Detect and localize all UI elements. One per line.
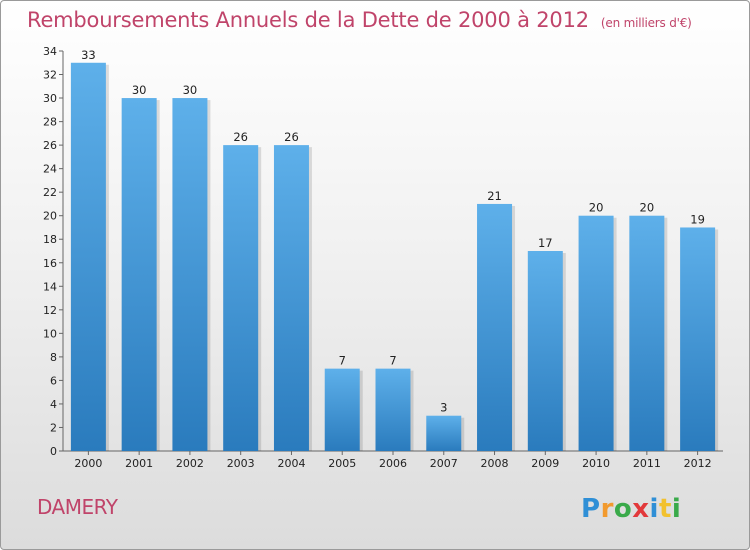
data-label-2000: 33 (81, 48, 96, 62)
y-tick-label: 4 (50, 398, 57, 411)
y-tick-label: 0 (50, 445, 57, 458)
y-tick-label: 18 (43, 233, 57, 246)
x-tick-label-2003: 2003 (227, 457, 255, 470)
chart-unit: (en milliers d'€) (600, 16, 692, 30)
x-tick-label-2004: 2004 (277, 457, 305, 470)
x-tick-label-2010: 2010 (582, 457, 610, 470)
data-label-2008: 21 (487, 189, 502, 203)
commune-name: DAMERY (37, 495, 118, 519)
y-tick-label: 30 (43, 92, 57, 105)
y-tick-label: 16 (43, 257, 57, 270)
y-tick-label: 32 (43, 69, 57, 82)
y-tick-label: 14 (43, 280, 57, 293)
chart-title: Remboursements Annuels de la Dette de 20… (27, 8, 692, 32)
bar-2005 (324, 368, 360, 451)
data-label-2003: 26 (233, 130, 248, 144)
bar-2002 (172, 98, 208, 451)
bar-2004 (273, 145, 309, 451)
y-tick-label: 8 (50, 351, 57, 364)
y-tick-label: 34 (43, 45, 57, 58)
data-label-2010: 20 (589, 201, 604, 215)
x-tick-label-2002: 2002 (176, 457, 204, 470)
data-label-2001: 30 (132, 83, 147, 97)
data-label-2005: 7 (339, 354, 346, 368)
x-tick-label-2009: 2009 (531, 457, 559, 470)
x-tick-label-2007: 2007 (430, 457, 458, 470)
data-label-2006: 7 (389, 354, 396, 368)
bar-2009 (527, 251, 563, 451)
data-label-2004: 26 (284, 130, 299, 144)
y-tick-label: 22 (43, 186, 57, 199)
proxiti-logo: Proxiti (581, 494, 681, 524)
y-tick-label: 2 (50, 421, 57, 434)
y-tick-label: 10 (43, 327, 57, 340)
bar-2010 (578, 215, 614, 451)
bar-2003 (223, 145, 259, 451)
y-tick-label: 26 (43, 139, 57, 152)
y-tick-label: 28 (43, 116, 57, 129)
bar-2007 (426, 415, 462, 451)
chart-title-text: Remboursements Annuels de la Dette de 20… (27, 8, 589, 32)
svg-text:Proxiti: Proxiti (581, 494, 681, 524)
x-tick-label-2005: 2005 (328, 457, 356, 470)
bar-2011 (629, 215, 665, 451)
x-tick-label-2000: 2000 (74, 457, 102, 470)
bar-2012 (680, 227, 716, 451)
x-tick-label-2008: 2008 (481, 457, 509, 470)
data-label-2002: 30 (183, 83, 198, 97)
data-label-2012: 19 (690, 212, 705, 226)
y-tick-label: 20 (43, 210, 57, 223)
data-label-2009: 17 (538, 236, 553, 250)
y-tick-label: 24 (43, 163, 57, 176)
x-tick-label-2001: 2001 (125, 457, 153, 470)
bar-2008 (477, 203, 513, 451)
bar-2000 (70, 62, 106, 451)
x-tick-label-2011: 2011 (633, 457, 661, 470)
data-label-2007: 3 (440, 401, 447, 415)
x-tick-label-2006: 2006 (379, 457, 407, 470)
bar-2006 (375, 368, 411, 451)
bar-2001 (121, 98, 157, 451)
y-tick-label: 12 (43, 304, 57, 317)
y-tick-label: 6 (50, 374, 57, 387)
data-label-2011: 20 (640, 201, 655, 215)
x-tick-label-2012: 2012 (684, 457, 712, 470)
